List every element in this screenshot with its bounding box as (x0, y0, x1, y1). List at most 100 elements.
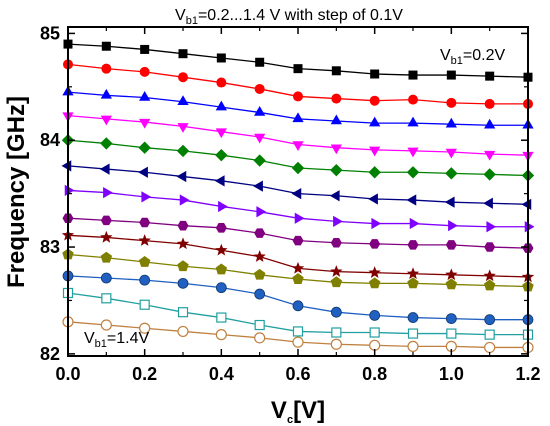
data-point-s10-7 (330, 306, 342, 318)
data-point-s11-11 (484, 329, 495, 340)
data-point-s3-2 (139, 118, 151, 129)
data-point-s6-10 (448, 220, 458, 232)
data-point-s5-1 (99, 163, 110, 175)
series-12 (62, 316, 534, 354)
data-point-s6-12 (524, 221, 535, 233)
data-point-s8-10 (445, 268, 458, 281)
data-point-s10-8 (369, 310, 381, 321)
data-point-s1-6 (293, 91, 303, 102)
data-point-s1-4 (216, 77, 227, 88)
data-point-s12-11 (484, 341, 496, 354)
annotation-top: Vb1=0.2V (440, 47, 506, 67)
data-point-s1-11 (484, 98, 495, 109)
data-point-s6-4 (218, 200, 228, 213)
plot-area (61, 39, 535, 354)
data-point-s9-6 (292, 273, 304, 284)
data-point-s12-3 (177, 325, 189, 338)
data-point-s4-4 (215, 148, 228, 162)
data-point-s8-5 (253, 250, 266, 262)
data-point-s4-11 (483, 168, 496, 181)
data-point-s3-6 (292, 141, 304, 151)
data-point-s8-9 (406, 267, 420, 280)
data-point-s4-8 (368, 166, 381, 179)
data-point-s4-9 (406, 166, 420, 179)
data-point-s5-0 (61, 160, 72, 172)
data-point-s4-1 (100, 137, 113, 150)
data-point-s10-5 (254, 288, 266, 300)
data-point-s0-7 (331, 66, 341, 76)
x-tick-label: 1.0 (439, 364, 464, 384)
data-point-s11-1 (101, 293, 112, 304)
data-point-s4-5 (253, 154, 266, 167)
data-point-s2-2 (139, 91, 151, 101)
data-point-s9-9 (407, 277, 419, 289)
data-point-s7-1 (100, 215, 112, 226)
data-point-s1-8 (369, 95, 380, 106)
data-point-s5-6 (291, 188, 302, 200)
data-point-s0-4 (216, 53, 226, 63)
data-point-s12-5 (254, 332, 266, 344)
data-point-s2-6 (292, 112, 304, 123)
data-point-s10-3 (177, 277, 189, 289)
data-point-s6-9 (409, 217, 420, 230)
data-point-s1-1 (101, 63, 112, 74)
data-point-s10-4 (215, 282, 227, 294)
data-point-s9-4 (215, 263, 228, 275)
data-point-s11-9 (407, 328, 419, 339)
data-point-s10-6 (292, 300, 304, 312)
data-point-s11-4 (216, 312, 227, 323)
data-point-s5-12 (521, 198, 532, 210)
x-tick-label: 0.6 (285, 364, 310, 384)
data-point-s8-11 (483, 269, 496, 282)
data-point-s12-2 (139, 322, 151, 334)
data-point-s0-5 (255, 57, 265, 67)
data-point-s12-7 (330, 338, 342, 350)
data-point-s7-5 (254, 228, 266, 238)
data-point-s8-8 (368, 266, 381, 278)
data-point-s9-1 (100, 251, 113, 263)
data-point-s6-0 (64, 184, 75, 197)
data-point-s1-2 (139, 66, 150, 77)
data-point-s0-3 (178, 49, 188, 59)
series-10 (62, 270, 534, 326)
x-tick-label: 0.2 (132, 364, 157, 384)
x-tick-label: 0.4 (209, 364, 234, 384)
data-point-s5-5 (253, 180, 263, 192)
series-1 (63, 59, 533, 109)
data-point-s12-9 (407, 340, 419, 352)
y-axis-title: Frequency [GHz] (3, 96, 30, 288)
data-point-s11-2 (139, 299, 150, 310)
data-point-s9-10 (445, 278, 458, 290)
data-point-s5-10 (444, 196, 455, 208)
data-point-s7-10 (445, 240, 457, 250)
data-point-s12-1 (100, 319, 112, 331)
data-point-s3-9 (407, 147, 419, 158)
data-point-s10-9 (407, 312, 419, 323)
data-point-s8-7 (330, 265, 343, 277)
axes-ticks: 0.0 0.2 0.4 0.6 0.8 1.0 1.2 82 83 84 85 (40, 23, 541, 384)
data-point-s1-7 (331, 93, 342, 104)
data-point-s11-5 (254, 319, 265, 331)
series-9 (62, 248, 534, 292)
data-point-s8-1 (100, 230, 113, 243)
data-point-s4-6 (291, 161, 305, 175)
data-point-s2-1 (100, 88, 112, 99)
data-point-s0-10 (446, 70, 456, 80)
data-point-s6-11 (486, 221, 497, 233)
x-tick-label: 0.0 (55, 364, 80, 384)
data-point-s6-8 (371, 217, 382, 230)
data-point-s12-4 (215, 329, 227, 341)
data-point-s2-11 (484, 118, 496, 129)
data-point-s2-3 (177, 95, 189, 106)
data-point-s3-7 (330, 144, 342, 155)
data-point-s5-8 (368, 193, 378, 205)
data-point-s5-4 (214, 175, 225, 187)
data-point-s3-10 (445, 148, 457, 159)
data-point-s11-6 (292, 326, 304, 337)
data-point-s3-5 (254, 133, 266, 144)
data-point-s0-8 (370, 69, 380, 79)
data-point-s9-11 (483, 279, 496, 291)
data-point-s0-2 (140, 44, 150, 54)
data-point-s9-3 (177, 260, 189, 272)
